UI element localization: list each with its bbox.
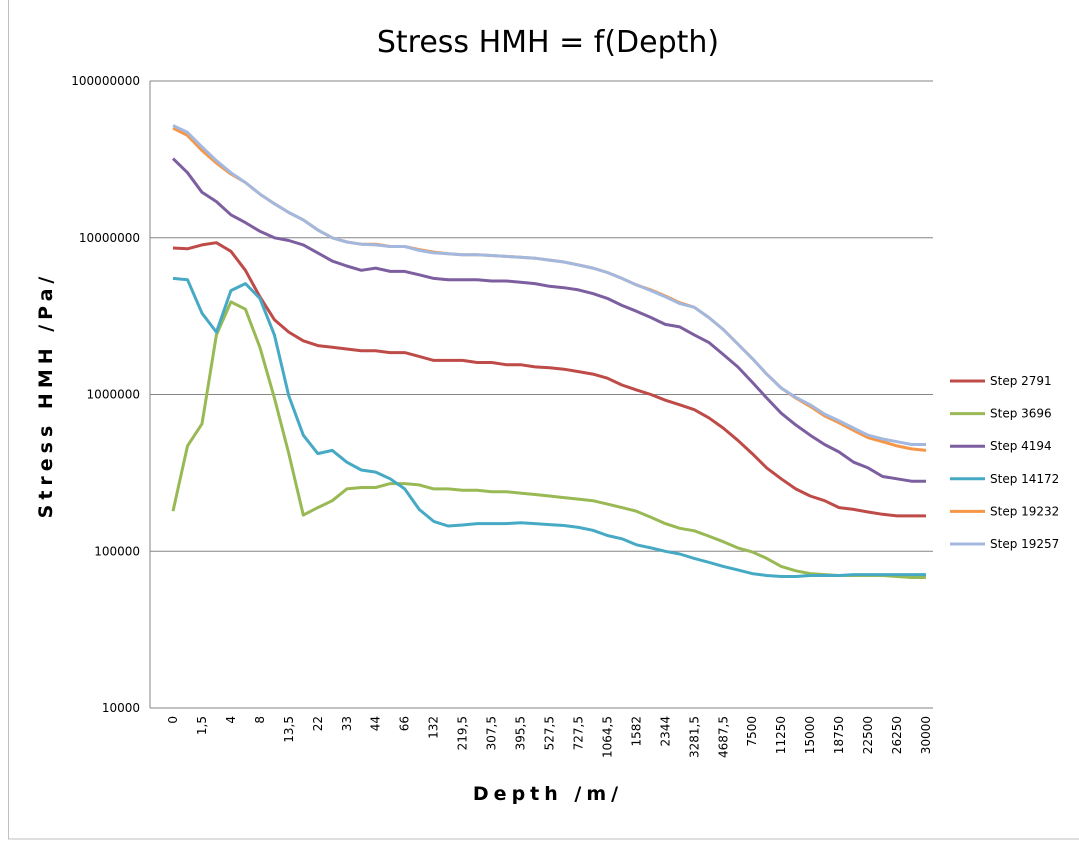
y-tick-label: 10000000	[79, 231, 140, 245]
x-tick-label: 18750	[832, 716, 846, 754]
x-tick-label: 22	[311, 716, 325, 731]
legend-label: Step 19257	[990, 537, 1059, 551]
x-tick-label: 66	[398, 716, 412, 731]
y-tick-label: 10000	[102, 701, 140, 715]
x-tick-label: 8	[253, 716, 267, 724]
x-tick-label: 1582	[629, 716, 643, 747]
legend-label: Step 4194	[990, 439, 1052, 453]
x-tick-label: 11250	[774, 716, 788, 754]
chart-title: Stress HMH = f(Depth)	[377, 25, 719, 60]
x-tick-label: 527,5	[543, 716, 557, 750]
x-tick-label: 15000	[803, 716, 817, 754]
x-tick-label: 7500	[745, 716, 759, 747]
x-tick-label: 395,5	[514, 716, 528, 750]
x-tick-label: 30000	[919, 716, 933, 754]
legend-label: Step 19232	[990, 504, 1059, 518]
chart-border	[9, 0, 1079, 839]
legend-label: Step 3696	[990, 407, 1052, 421]
x-tick-label: 3281,5	[687, 716, 701, 758]
y-tick-label: 100000	[94, 544, 140, 558]
x-tick-label: 4	[224, 716, 238, 724]
legend-label: Step 2791	[990, 374, 1052, 388]
y-tick-label: 100000000	[71, 74, 140, 88]
y-tick-label: 1000000	[87, 388, 140, 402]
legend-label: Step 14172	[990, 472, 1059, 486]
x-tick-label: 22500	[861, 716, 875, 754]
x-tick-label: 307,5	[485, 716, 499, 750]
x-tick-label: 0	[166, 716, 180, 724]
x-tick-label: 26250	[890, 716, 904, 754]
x-axis-title: Depth /m/	[473, 783, 623, 805]
x-tick-label: 1064,5	[600, 716, 614, 758]
x-tick-label: 2344	[658, 716, 672, 747]
x-tick-label: 219,5	[456, 716, 470, 750]
x-tick-label: 132	[427, 716, 441, 739]
x-tick-label: 33	[340, 716, 354, 731]
y-axis-title: Stress HMH /Pa/	[35, 272, 57, 519]
x-tick-label: 1,5	[195, 716, 209, 735]
x-tick-label: 44	[369, 716, 383, 731]
x-tick-label: 13,5	[282, 716, 296, 743]
x-tick-label: 727,5	[571, 716, 585, 750]
x-tick-label: 4687,5	[716, 716, 730, 758]
